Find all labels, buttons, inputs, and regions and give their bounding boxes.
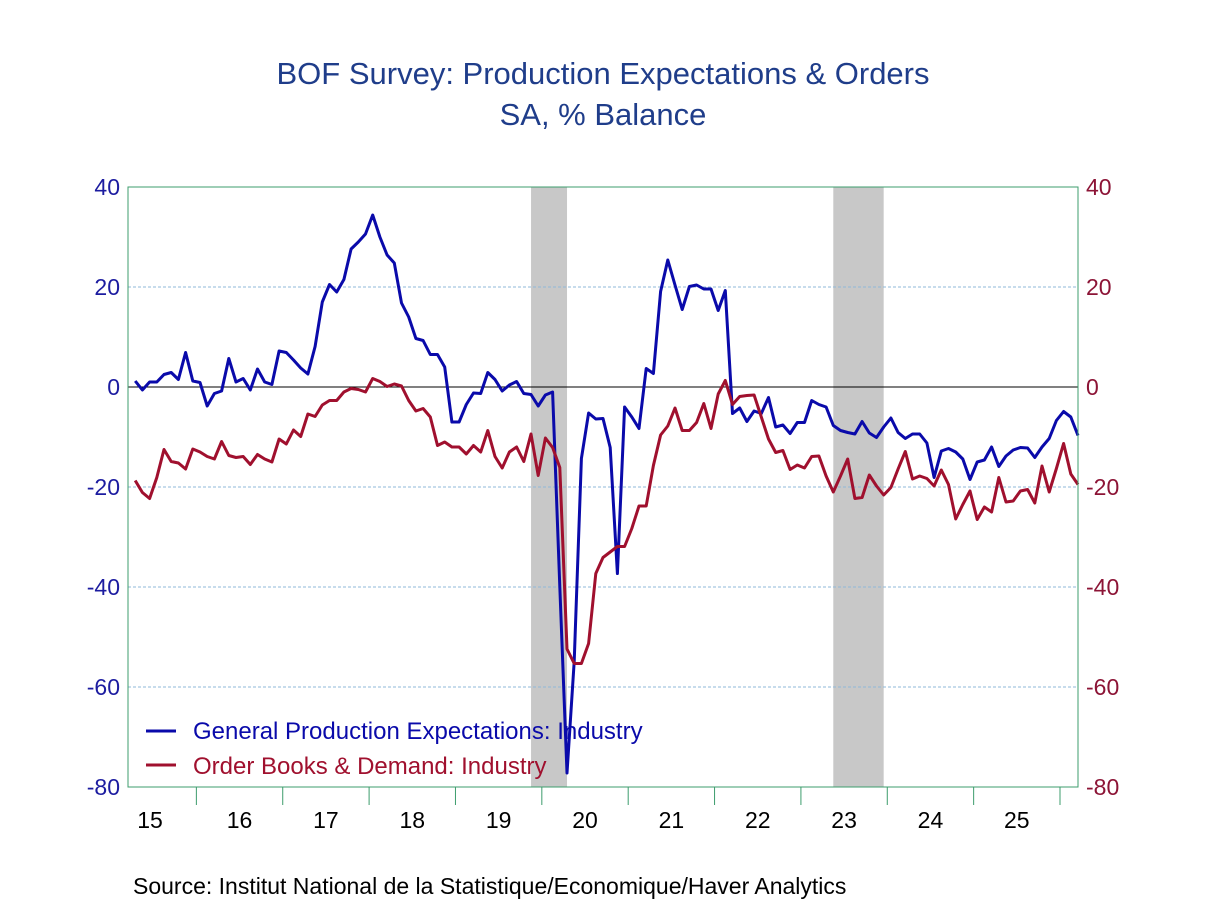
y-right-tick-label: -60 (1086, 674, 1119, 700)
x-tick-label: 21 (659, 807, 685, 833)
y-right-tick-label: -80 (1086, 774, 1119, 800)
plot-frame (127, 186, 1079, 788)
y-right-tick-label: 0 (1086, 374, 1099, 400)
x-tick-label: 17 (313, 807, 339, 833)
y-left-tick-label: 20 (94, 274, 120, 300)
y-left-tick-label: 0 (107, 374, 120, 400)
y-left-tick-label: -80 (87, 774, 120, 800)
x-tick-label: 16 (227, 807, 253, 833)
x-tick-label: 24 (918, 807, 944, 833)
x-tick-label: 22 (745, 807, 771, 833)
x-tick-label: 20 (572, 807, 598, 833)
series-lines (133, 213, 1080, 775)
series-line-production-expectations (134, 213, 1080, 775)
chart-title: BOF Survey: Production Expectations & Or… (277, 56, 930, 91)
x-tick-label: 25 (1004, 807, 1030, 833)
x-tick-label: 18 (399, 807, 425, 833)
y-right-tick-label: 20 (1086, 274, 1112, 300)
y-right-tick-label: -40 (1086, 574, 1119, 600)
x-tick-label: 19 (486, 807, 512, 833)
y-right-tick-label: -20 (1086, 474, 1119, 500)
axes: 40 40 20 20 0 0 -20 -20 -40 -40 -60 -60 -80 -80 15 16 17… (87, 174, 1120, 833)
gridlines (128, 286, 1078, 688)
x-tick-label: 15 (137, 807, 163, 833)
source-note: Source: Institut National de la Statisti… (133, 873, 846, 899)
y-left-tick-label: -60 (87, 674, 120, 700)
y-right-tick-label: 40 (1086, 174, 1112, 200)
y-left-tick-label: -20 (87, 474, 120, 500)
y-left-tick-label: 40 (94, 174, 120, 200)
legend: General Production Expectations: Industr… (146, 718, 643, 780)
chart-subtitle: SA, % Balance (500, 97, 707, 132)
legend-label-production: General Production Expectations: Industr… (193, 718, 643, 745)
legend-label-orders: Order Books & Demand: Industry (193, 753, 546, 780)
y-left-tick-label: -40 (87, 574, 120, 600)
x-tick-label: 23 (831, 807, 857, 833)
series-line-order-books (133, 377, 1080, 665)
